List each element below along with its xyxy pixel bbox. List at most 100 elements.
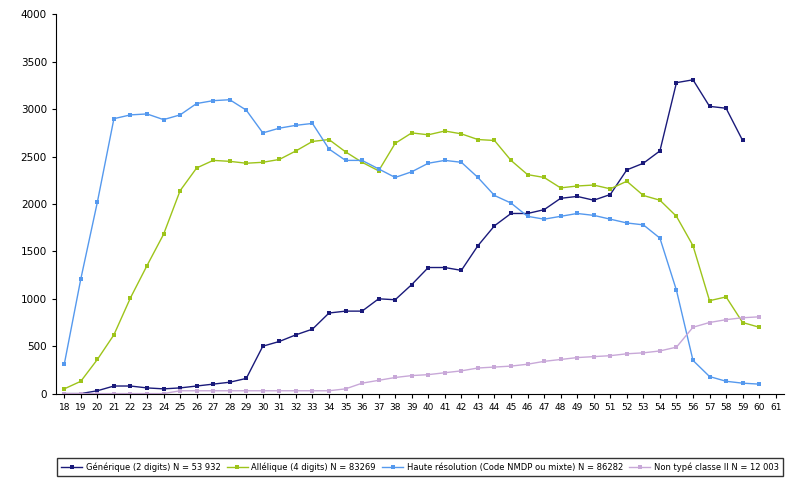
Allélique (4 digits) N = 83269	[358, 159, 367, 165]
Allélique (4 digits) N = 83269	[93, 357, 102, 362]
Haute résolution (Code NMDP ou mixte) N = 86282	[556, 214, 566, 219]
Allélique (4 digits) N = 83269	[274, 156, 284, 162]
Générique (2 digits) N = 53 932	[358, 308, 367, 314]
Non typé classe II N = 12 003	[192, 388, 202, 394]
Allélique (4 digits) N = 83269	[109, 332, 118, 338]
Générique (2 digits) N = 53 932	[522, 211, 532, 216]
Haute résolution (Code NMDP ou mixte) N = 86282	[457, 159, 466, 165]
Haute résolution (Code NMDP ou mixte) N = 86282	[738, 380, 747, 386]
Line: Haute résolution (Code NMDP ou mixte) N = 86282: Haute résolution (Code NMDP ou mixte) N …	[62, 97, 762, 386]
Haute résolution (Code NMDP ou mixte) N = 86282	[705, 373, 714, 379]
Non typé classe II N = 12 003	[754, 314, 764, 320]
Générique (2 digits) N = 53 932	[688, 77, 698, 83]
Allélique (4 digits) N = 83269	[76, 378, 86, 384]
Générique (2 digits) N = 53 932	[341, 308, 350, 314]
Haute résolution (Code NMDP ou mixte) N = 86282	[308, 120, 318, 126]
Allélique (4 digits) N = 83269	[622, 179, 632, 184]
Allélique (4 digits) N = 83269	[440, 128, 450, 134]
Haute résolution (Code NMDP ou mixte) N = 86282	[76, 276, 86, 282]
Haute résolution (Code NMDP ou mixte) N = 86282	[208, 98, 218, 104]
Non typé classe II N = 12 003	[522, 361, 532, 367]
Non typé classe II N = 12 003	[274, 388, 284, 394]
Haute résolution (Code NMDP ou mixte) N = 86282	[638, 222, 648, 228]
Allélique (4 digits) N = 83269	[705, 298, 714, 303]
Haute résolution (Code NMDP ou mixte) N = 86282	[688, 358, 698, 363]
Haute résolution (Code NMDP ou mixte) N = 86282	[539, 216, 549, 222]
Non typé classe II N = 12 003	[490, 364, 499, 370]
Allélique (4 digits) N = 83269	[374, 168, 383, 174]
Haute résolution (Code NMDP ou mixte) N = 86282	[93, 199, 102, 205]
Allélique (4 digits) N = 83269	[59, 386, 69, 392]
Haute résolution (Code NMDP ou mixte) N = 86282	[672, 288, 682, 293]
Non typé classe II N = 12 003	[539, 359, 549, 364]
Non typé classe II N = 12 003	[473, 365, 482, 371]
Allélique (4 digits) N = 83269	[208, 157, 218, 163]
Générique (2 digits) N = 53 932	[175, 385, 185, 391]
Non typé classe II N = 12 003	[291, 388, 301, 394]
Haute résolution (Code NMDP ou mixte) N = 86282	[522, 214, 532, 219]
Haute résolution (Code NMDP ou mixte) N = 86282	[572, 211, 582, 216]
Haute résolution (Code NMDP ou mixte) N = 86282	[473, 175, 482, 180]
Non typé classe II N = 12 003	[655, 348, 665, 354]
Générique (2 digits) N = 53 932	[390, 297, 400, 302]
Allélique (4 digits) N = 83269	[738, 320, 747, 325]
Générique (2 digits) N = 53 932	[225, 379, 234, 385]
Allélique (4 digits) N = 83269	[407, 130, 417, 136]
Non typé classe II N = 12 003	[722, 317, 731, 323]
Line: Générique (2 digits) N = 53 932: Générique (2 digits) N = 53 932	[62, 77, 745, 396]
Non typé classe II N = 12 003	[407, 372, 417, 378]
Non typé classe II N = 12 003	[440, 370, 450, 376]
Allélique (4 digits) N = 83269	[539, 175, 549, 180]
Haute résolution (Code NMDP ou mixte) N = 86282	[358, 157, 367, 163]
Allélique (4 digits) N = 83269	[672, 214, 682, 219]
Générique (2 digits) N = 53 932	[672, 80, 682, 85]
Générique (2 digits) N = 53 932	[142, 385, 152, 391]
Non typé classe II N = 12 003	[390, 374, 400, 380]
Non typé classe II N = 12 003	[606, 353, 615, 359]
Haute résolution (Code NMDP ou mixte) N = 86282	[390, 175, 400, 180]
Non typé classe II N = 12 003	[506, 363, 516, 369]
Non typé classe II N = 12 003	[738, 315, 747, 321]
Non typé classe II N = 12 003	[556, 357, 566, 362]
Générique (2 digits) N = 53 932	[738, 138, 747, 144]
Non typé classe II N = 12 003	[423, 372, 433, 377]
Allélique (4 digits) N = 83269	[258, 159, 268, 165]
Générique (2 digits) N = 53 932	[705, 104, 714, 109]
Haute résolution (Code NMDP ou mixte) N = 86282	[242, 107, 251, 113]
Non typé classe II N = 12 003	[672, 344, 682, 350]
Haute résolution (Code NMDP ou mixte) N = 86282	[506, 200, 516, 206]
Allélique (4 digits) N = 83269	[606, 186, 615, 192]
Générique (2 digits) N = 53 932	[242, 375, 251, 381]
Allélique (4 digits) N = 83269	[688, 243, 698, 249]
Non typé classe II N = 12 003	[308, 388, 318, 394]
Non typé classe II N = 12 003	[622, 351, 632, 357]
Générique (2 digits) N = 53 932	[506, 211, 516, 216]
Allélique (4 digits) N = 83269	[457, 131, 466, 137]
Allélique (4 digits) N = 83269	[308, 139, 318, 144]
Legend: Générique (2 digits) N = 53 932, Allélique (4 digits) N = 83269, Haute résolutio: Générique (2 digits) N = 53 932, Alléliq…	[58, 458, 782, 476]
Haute résolution (Code NMDP ou mixte) N = 86282	[142, 111, 152, 117]
Non typé classe II N = 12 003	[59, 391, 69, 396]
Non typé classe II N = 12 003	[225, 388, 234, 394]
Générique (2 digits) N = 53 932	[622, 167, 632, 173]
Non typé classe II N = 12 003	[324, 388, 334, 394]
Générique (2 digits) N = 53 932	[59, 391, 69, 396]
Générique (2 digits) N = 53 932	[93, 388, 102, 394]
Allélique (4 digits) N = 83269	[638, 192, 648, 198]
Générique (2 digits) N = 53 932	[638, 160, 648, 166]
Allélique (4 digits) N = 83269	[242, 160, 251, 166]
Non typé classe II N = 12 003	[208, 388, 218, 394]
Haute résolution (Code NMDP ou mixte) N = 86282	[589, 213, 598, 218]
Générique (2 digits) N = 53 932	[291, 332, 301, 338]
Générique (2 digits) N = 53 932	[589, 197, 598, 203]
Allélique (4 digits) N = 83269	[192, 165, 202, 171]
Haute résolution (Code NMDP ou mixte) N = 86282	[291, 122, 301, 128]
Générique (2 digits) N = 53 932	[539, 207, 549, 213]
Non typé classe II N = 12 003	[93, 391, 102, 396]
Allélique (4 digits) N = 83269	[291, 148, 301, 154]
Générique (2 digits) N = 53 932	[722, 106, 731, 111]
Générique (2 digits) N = 53 932	[126, 383, 135, 389]
Allélique (4 digits) N = 83269	[572, 183, 582, 189]
Haute résolution (Code NMDP ou mixte) N = 86282	[655, 235, 665, 241]
Non typé classe II N = 12 003	[242, 388, 251, 394]
